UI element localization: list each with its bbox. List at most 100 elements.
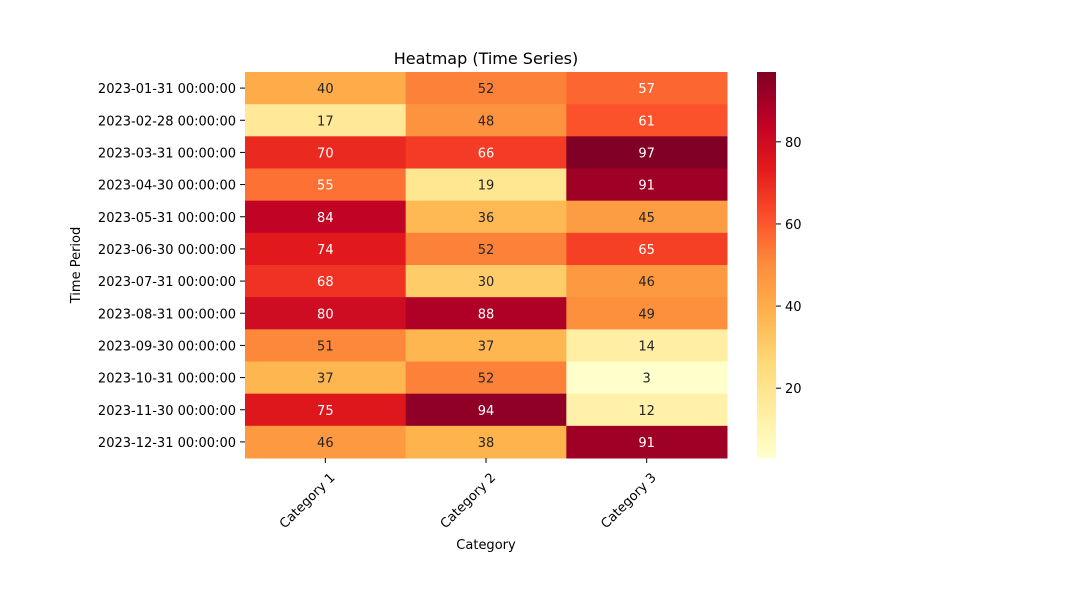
cell-value-label: 94 — [478, 404, 495, 419]
heatmap-cell — [566, 393, 728, 427]
cell-value-label: 48 — [478, 114, 495, 129]
heatmap-cell — [566, 425, 728, 459]
y-tick-label: 2023-08-31 00:00:00 — [98, 307, 236, 322]
heatmap-cell — [245, 136, 407, 169]
colorbar-tick-label: 60 — [785, 218, 802, 233]
heatmap-cell — [405, 361, 567, 395]
cell-value-label: 88 — [478, 307, 495, 322]
heatmap-cell — [566, 297, 728, 330]
cell-value-label: 14 — [638, 339, 655, 354]
heatmap-cell — [405, 104, 567, 137]
cell-value-label: 68 — [317, 275, 334, 290]
colorbar-tick-label: 40 — [785, 300, 802, 315]
heatmap-cell — [405, 425, 567, 459]
colorbar-tick-label: 20 — [785, 382, 802, 397]
heatmap-cell — [405, 200, 567, 234]
heatmap-cell — [566, 232, 728, 266]
cell-value-label: 52 — [478, 243, 495, 258]
heatmap-cell — [566, 200, 728, 234]
heatmap-cell — [245, 329, 407, 362]
heatmap-cell — [405, 136, 567, 169]
heatmap-cell — [245, 425, 407, 459]
heatmap-cell — [405, 393, 567, 427]
cell-value-label: 12 — [638, 404, 655, 419]
y-tick-label: 2023-01-31 00:00:00 — [98, 82, 236, 97]
x-tick-label: Category 1 — [277, 470, 338, 531]
heatmap-cells: 40 52 57 17 48 61 70 66 97 55 19 91 84 36 45 74 52 65 68 30… — [245, 72, 728, 459]
heatmap-cell — [566, 168, 728, 202]
heatmap-cell — [405, 168, 567, 202]
heatmap-cell — [566, 104, 728, 137]
y-tick-label: 2023-02-28 00:00:00 — [98, 114, 236, 129]
heatmap-cell — [566, 136, 728, 169]
heatmap-cell — [245, 297, 407, 330]
cell-value-label: 30 — [478, 275, 495, 290]
colorbar: 20 40 60 80 — [757, 72, 802, 458]
cell-value-label: 19 — [478, 179, 495, 194]
cell-value-label: 37 — [478, 339, 495, 354]
cell-value-label: 45 — [638, 211, 655, 226]
heatmap-cell — [245, 104, 407, 137]
cell-value-label: 49 — [638, 307, 655, 322]
heatmap-cell — [405, 72, 567, 105]
y-tick-label: 2023-03-31 00:00:00 — [98, 146, 236, 161]
cell-value-label: 91 — [638, 436, 655, 451]
y-tick-label: 2023-11-30 00:00:00 — [98, 404, 236, 419]
y-axis: 2023-01-31 00:00:00 2023-02-28 00:00:00 20… — [98, 82, 245, 451]
x-axis-label: Category — [456, 538, 516, 553]
heatmap-cell — [245, 200, 407, 234]
heatmap-cell — [405, 265, 567, 298]
cell-value-label: 55 — [317, 179, 334, 194]
y-tick-label: 2023-07-31 00:00:00 — [98, 275, 236, 290]
heatmap-cell — [245, 393, 407, 427]
colorbar-gradient — [757, 72, 776, 458]
cell-value-label: 46 — [317, 436, 334, 451]
cell-value-label: 91 — [638, 179, 655, 194]
y-tick-label: 2023-12-31 00:00:00 — [98, 436, 236, 451]
cell-value-label: 40 — [317, 82, 334, 97]
heatmap-cell — [566, 265, 728, 298]
heatmap-cell — [566, 72, 728, 105]
cell-value-label: 70 — [317, 146, 334, 161]
y-axis-label: Time Period — [69, 227, 84, 304]
heatmap-cell — [566, 361, 728, 395]
y-tick-label: 2023-06-30 00:00:00 — [98, 243, 236, 258]
y-tick-label: 2023-09-30 00:00:00 — [98, 339, 236, 354]
cell-value-label: 57 — [638, 82, 655, 97]
heatmap-cell — [245, 168, 407, 202]
cell-value-label: 80 — [317, 307, 334, 322]
cell-value-label: 46 — [638, 275, 655, 290]
colorbar-tick-label: 80 — [785, 136, 802, 151]
cell-value-label: 17 — [317, 114, 334, 129]
y-tick-label: 2023-05-31 00:00:00 — [98, 211, 236, 226]
heatmap-cell — [405, 329, 567, 362]
cell-value-label: 37 — [317, 372, 334, 387]
x-tick-label: Category 2 — [438, 470, 499, 531]
cell-value-label: 74 — [317, 243, 334, 258]
cell-value-label: 3 — [643, 372, 651, 387]
cell-value-label: 65 — [638, 243, 655, 258]
y-tick-label: 2023-04-30 00:00:00 — [98, 179, 236, 194]
cell-value-label: 84 — [317, 211, 334, 226]
cell-value-label: 38 — [478, 436, 495, 451]
cell-value-label: 61 — [638, 114, 655, 129]
cell-value-label: 51 — [317, 339, 334, 354]
cell-value-label: 52 — [478, 372, 495, 387]
cell-value-label: 52 — [478, 82, 495, 97]
heatmap-cell — [245, 361, 407, 395]
heatmap-cell — [245, 232, 407, 266]
heatmap-cell — [566, 329, 728, 362]
chart-title: Heatmap (Time Series) — [394, 49, 579, 68]
cell-value-label: 66 — [478, 146, 495, 161]
heatmap-cell — [245, 265, 407, 298]
heatmap-cell — [405, 297, 567, 330]
heatmap-cell — [245, 72, 407, 105]
x-tick-label: Category 3 — [598, 470, 659, 531]
cell-value-label: 36 — [478, 211, 495, 226]
cell-value-label: 97 — [638, 146, 655, 161]
y-tick-label: 2023-10-31 00:00:00 — [98, 372, 236, 387]
heatmap-cell — [405, 232, 567, 266]
cell-value-label: 75 — [317, 404, 334, 419]
x-axis: Category 1 Category 2 Category 3 — [277, 458, 660, 532]
